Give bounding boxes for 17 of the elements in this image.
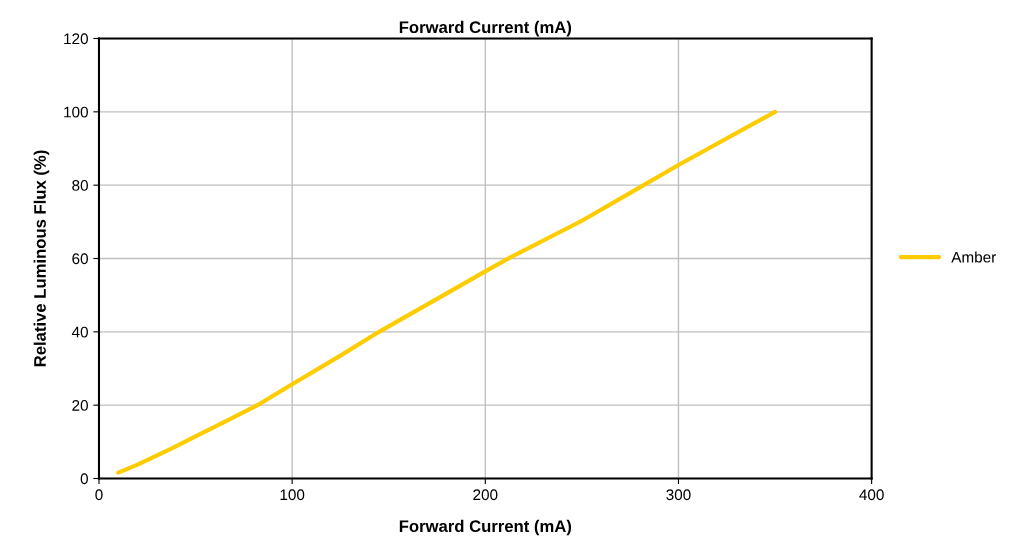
y-axis-title: Relative Luminous Flux (%) <box>33 150 50 367</box>
legend-label: Amber <box>951 251 996 263</box>
x-tick-label: 300 <box>666 489 691 501</box>
y-tick-label: 20 <box>72 400 88 411</box>
x-tick-label: 0 <box>95 489 103 501</box>
y-tick-label: 100 <box>64 106 88 118</box>
y-tick-label: 80 <box>72 180 88 191</box>
x-tick-label: 200 <box>473 489 498 501</box>
x-axis-title: Forward Current (mA) <box>399 519 572 536</box>
x-tick-label: 400 <box>859 489 884 501</box>
y-tick-label: 0 <box>80 473 88 485</box>
chart-title: Forward Current (mA) <box>399 20 572 37</box>
y-tick-label: 40 <box>71 326 88 338</box>
y-tick-label: 60 <box>72 253 88 265</box>
y-tick-label: 120 <box>64 33 88 45</box>
line-series <box>116 109 778 475</box>
x-tick-label: 100 <box>280 489 305 501</box>
